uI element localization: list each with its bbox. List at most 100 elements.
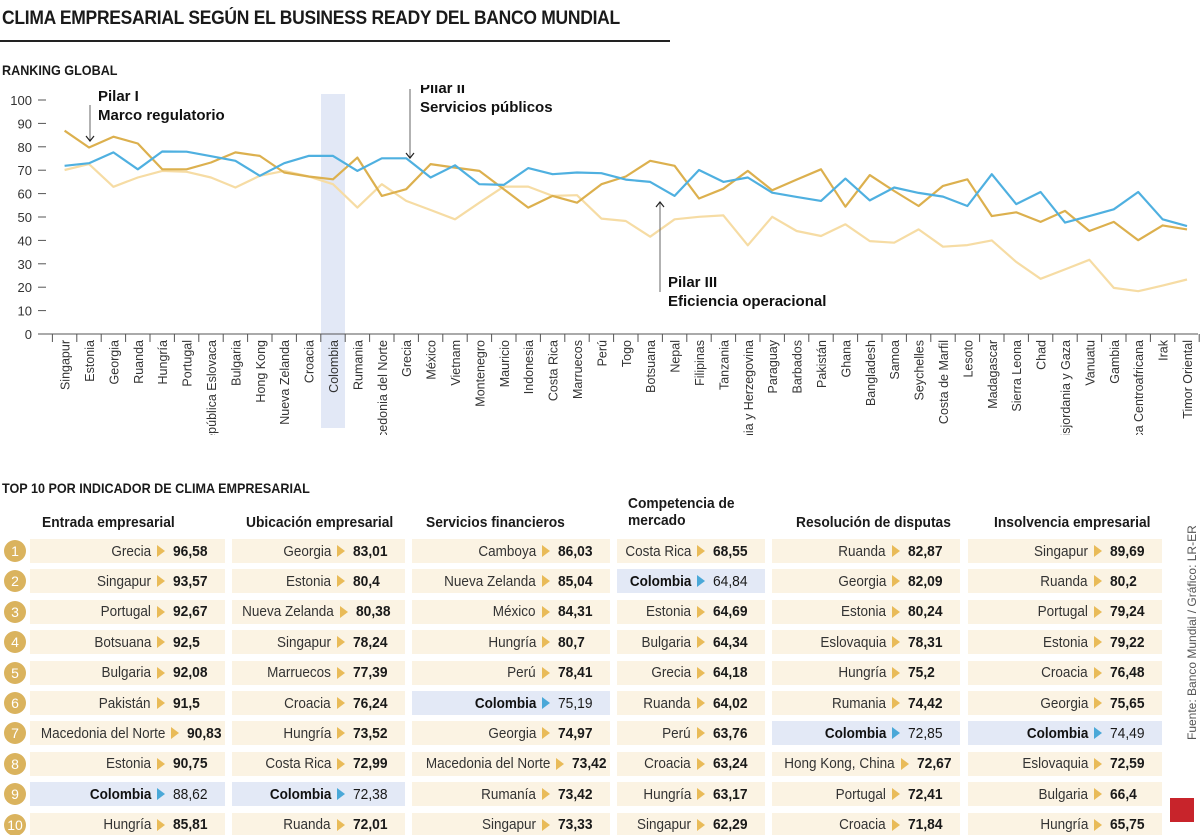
table-cell: Perú 63,76 <box>617 721 765 746</box>
value-wrap: 74,49 <box>1110 725 1162 742</box>
country-name: Eslovaquia <box>1021 755 1088 773</box>
triangle-right-icon <box>1094 788 1102 801</box>
value-wrap: 72,01 <box>353 816 405 833</box>
table-cell: Singapur 89,69 <box>968 539 1162 563</box>
value-wrap: 72,67 <box>917 755 960 772</box>
score-value: 78,41 <box>558 664 593 682</box>
value-wrap: 72,41 <box>908 786 960 803</box>
table-cell: Colombia 75,19 <box>412 691 610 715</box>
table-cell: Singapur 78,24 <box>232 630 405 655</box>
y-tick-label: 30 <box>18 257 32 272</box>
country-name: Singapur <box>636 816 691 834</box>
country-name: Macedonia del Norte <box>40 724 166 742</box>
x-tick-label: Nepal <box>669 340 683 373</box>
x-tick-label: Mauricio <box>498 340 512 387</box>
value-wrap: 80,24 <box>908 603 960 620</box>
country-name: Nueva Zelanda <box>242 603 334 621</box>
triangle-right-icon <box>1094 545 1102 557</box>
country-name: Singapur <box>276 633 331 651</box>
value-wrap: 72,85 <box>908 725 960 742</box>
triangle-right-icon <box>1094 666 1102 679</box>
arrowhead-icon <box>655 201 665 208</box>
triangle-right-icon <box>337 788 345 801</box>
x-tick-label: Croacia <box>303 340 317 383</box>
country-name: Rumanía <box>481 785 536 803</box>
x-tick-label: Hungría <box>156 340 170 385</box>
country-name: Singapur <box>1033 542 1088 560</box>
country-name: Hungría <box>642 785 691 803</box>
table-cell: Bulgaria 66,4 <box>968 782 1162 807</box>
x-tick-label: República Eslovaca <box>205 340 219 435</box>
score-value: 64,34 <box>713 633 748 651</box>
table-cell: Singapur 73,33 <box>412 812 610 835</box>
table-cell: Perú 78,41 <box>412 660 610 685</box>
x-tick-label: Barbados <box>791 340 805 394</box>
country-name: Singapur <box>96 572 151 590</box>
y-tick-label: 90 <box>18 116 32 131</box>
score-value: 63,24 <box>713 755 748 773</box>
value-wrap: 63,76 <box>713 725 765 742</box>
country-name: Marruecos <box>267 664 331 682</box>
score-value: 78,24 <box>353 633 388 651</box>
country-name: Hungría <box>487 633 536 651</box>
triangle-right-icon <box>892 666 900 679</box>
triangle-right-icon <box>157 636 165 649</box>
line-chart: 0 10 20 30 40 50 60 70 80 90 100 Singapur Estonia Geo… <box>10 85 1200 435</box>
x-tick-label: Costa de Marfil <box>937 340 951 424</box>
score-value: 63,17 <box>713 785 748 803</box>
country-name: Georgia <box>1039 694 1088 712</box>
value-wrap: 83,01 <box>353 543 405 560</box>
country-name: Ruanda <box>838 542 886 560</box>
score-value: 64,18 <box>713 664 748 682</box>
value-wrap: 76,48 <box>1110 664 1162 681</box>
column-header: Ubicación empresarial <box>246 514 394 531</box>
score-value: 88,62 <box>173 785 208 803</box>
table-cell: Singapur 62,29 <box>617 812 765 835</box>
x-tick-label: Ruanda <box>132 340 146 384</box>
score-value: 63,76 <box>713 724 748 742</box>
table-cell: Macedonia del Norte 73,42 <box>412 751 610 776</box>
triangle-right-icon <box>892 818 900 831</box>
score-value: 82,87 <box>908 542 943 560</box>
table-cell: Ruanda 72,01 <box>232 812 405 835</box>
x-tick-label: Bangladesh <box>864 340 878 406</box>
country-name: Estonia <box>1042 633 1088 651</box>
table-cell: Hungría 63,17 <box>617 782 765 807</box>
country-name: Colombia <box>1026 724 1088 742</box>
triangle-right-icon <box>157 666 165 679</box>
score-value: 77,39 <box>353 664 388 682</box>
highlight-band <box>321 94 345 428</box>
y-tick-label: 0 <box>25 327 32 342</box>
value-wrap: 64,84 <box>713 573 765 590</box>
triangle-right-icon <box>542 545 550 557</box>
value-wrap: 64,18 <box>713 664 765 681</box>
country-name: Camboya <box>478 542 536 560</box>
country-name: Colombia <box>824 724 886 742</box>
country-name: Ruanda <box>1040 572 1088 590</box>
series-line-pilar-3 <box>64 163 1188 293</box>
series-label-title: Pilar I <box>98 88 139 105</box>
value-wrap: 72,38 <box>353 786 405 803</box>
x-tick-label: Bosnia y Herzegovina <box>742 340 756 435</box>
column-header: Entrada empresarial <box>42 514 175 531</box>
value-wrap: 68,55 <box>713 543 765 560</box>
triangle-right-icon <box>542 818 550 831</box>
rank-badge: 8 <box>4 752 26 775</box>
country-name: Ruanda <box>643 694 691 712</box>
table-cell: Estonia 80,4 <box>232 569 405 594</box>
triangle-right-icon <box>892 545 900 557</box>
table-cell: Eslovaquia 72,59 <box>968 751 1162 776</box>
x-tick-label: Chad <box>1035 340 1049 370</box>
country-name: Georgia <box>837 572 886 590</box>
score-value: 85,04 <box>558 572 593 590</box>
triangle-right-icon <box>542 575 550 588</box>
table-cell: Costa Rica 72,99 <box>232 751 405 776</box>
x-tick-label: Pakistán <box>815 340 829 388</box>
rank-badge: 4 <box>4 631 26 654</box>
value-wrap: 78,24 <box>353 634 405 651</box>
table-cell: Rumanía 73,42 <box>412 782 610 807</box>
value-wrap: 79,22 <box>1110 634 1162 651</box>
table-cell: Estonia 64,69 <box>617 599 765 624</box>
triangle-right-icon <box>157 818 165 831</box>
